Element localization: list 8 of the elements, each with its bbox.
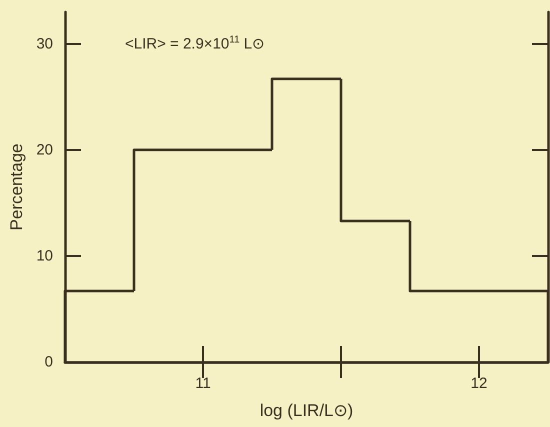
y-tick-label: 20	[36, 141, 53, 158]
y-axis-title: Percentage	[7, 144, 26, 230]
y-tick-label: 10	[36, 247, 53, 264]
x-tick-label: 11	[195, 375, 211, 392]
y-tick-label: 0	[44, 354, 53, 370]
x-axis-title: log (LIR/L⊙)	[260, 401, 354, 420]
y-tick-label: 30	[36, 35, 53, 52]
x-tick-label: 12	[470, 375, 488, 392]
